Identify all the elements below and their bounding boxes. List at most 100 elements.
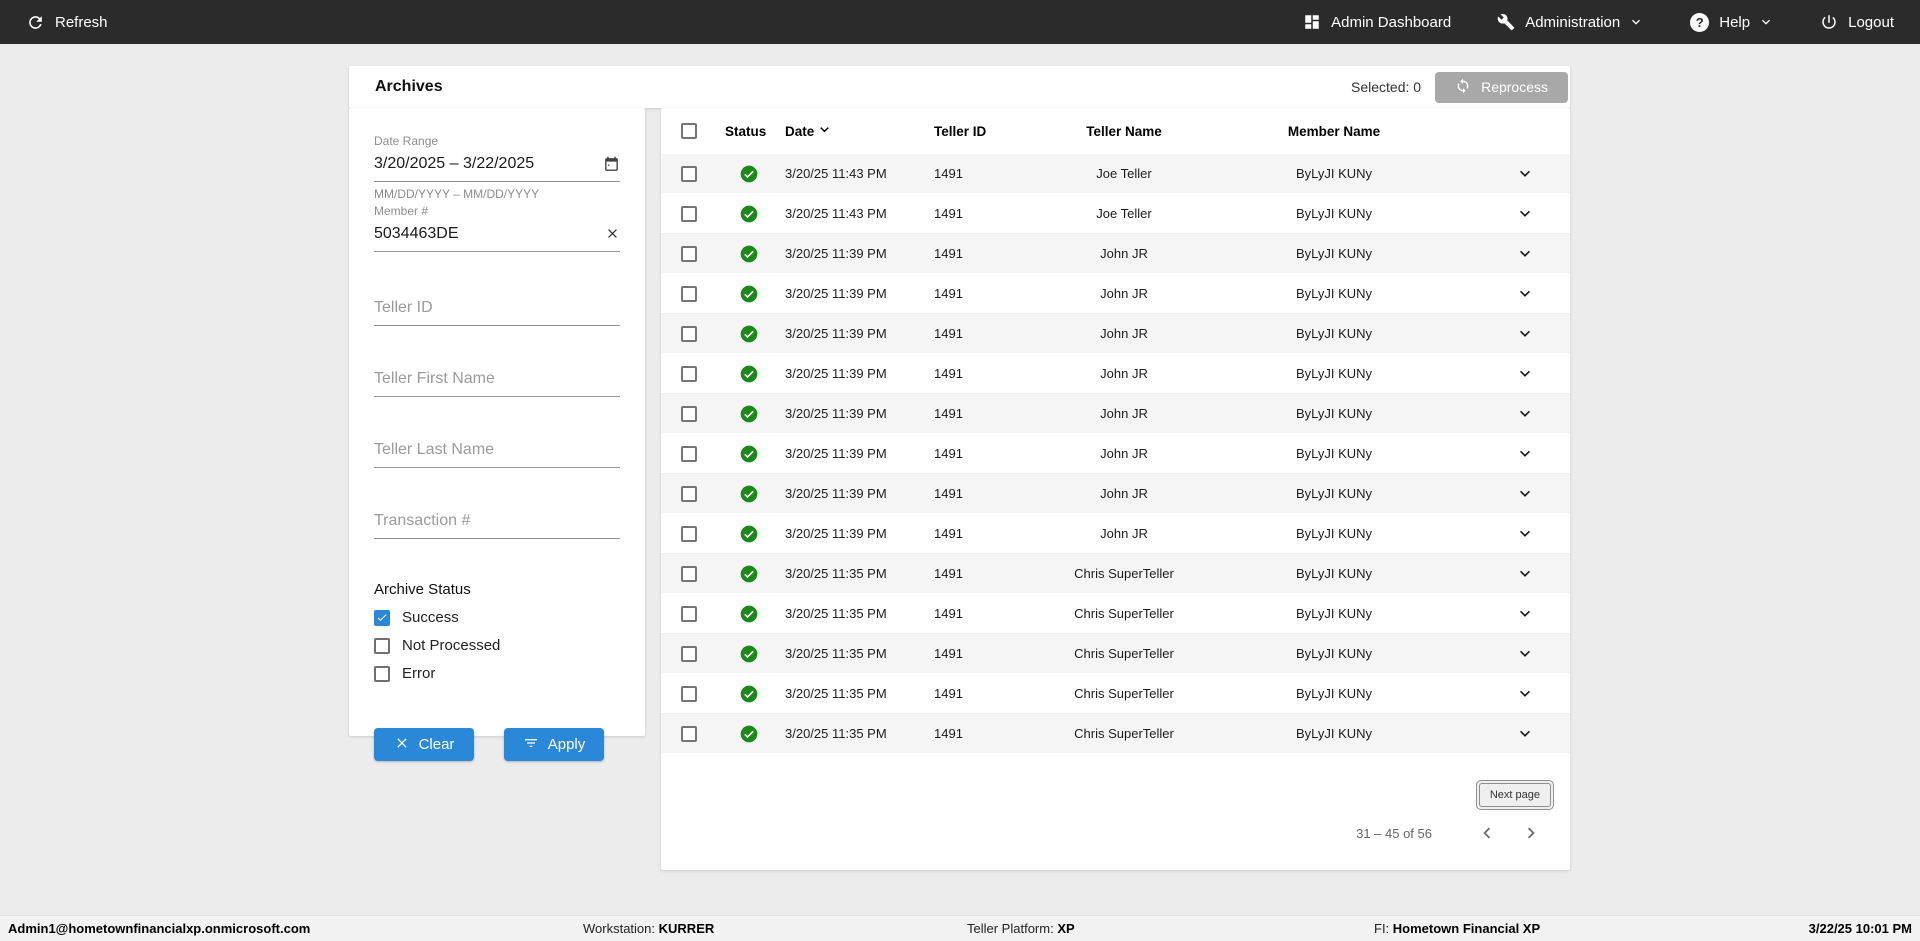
cell-teller-id: 1491 (934, 286, 963, 301)
apply-button[interactable]: Apply (504, 728, 604, 761)
expand-row-chevron-icon[interactable] (1490, 444, 1560, 464)
row-checkbox[interactable] (681, 645, 697, 662)
expand-row-chevron-icon[interactable] (1490, 684, 1560, 704)
row-checkbox[interactable] (681, 325, 697, 342)
cell-teller-id: 1491 (934, 526, 963, 541)
date-range-input[interactable] (374, 155, 620, 173)
clear-button[interactable]: Clear (374, 728, 474, 761)
status-success-icon (725, 324, 785, 344)
row-checkbox[interactable] (681, 685, 697, 702)
expand-row-chevron-icon[interactable] (1490, 324, 1560, 344)
cell-teller-id: 1491 (934, 606, 963, 621)
administration-menu[interactable]: Administration (1497, 13, 1644, 31)
date-range-helper: MM/DD/YYYY – MM/DD/YYYY (374, 187, 540, 201)
teller-first-name-input[interactable] (374, 370, 620, 388)
table-row: 3/20/25 11:39 PM 1491 John JR ByLyJI KUN… (661, 434, 1570, 474)
expand-row-chevron-icon[interactable] (1490, 564, 1560, 584)
column-header-date[interactable]: Date (785, 121, 934, 141)
status-success-icon (725, 284, 785, 304)
wrench-icon (1497, 13, 1515, 31)
row-checkbox[interactable] (681, 525, 697, 542)
reprocess-button[interactable]: Reprocess (1435, 71, 1568, 103)
cell-teller-id: 1491 (934, 246, 963, 261)
row-checkbox[interactable] (681, 365, 697, 382)
status-success-icon (725, 204, 785, 224)
filter-icon (523, 735, 539, 755)
status-success-icon (725, 564, 785, 584)
column-header-status: Status (725, 123, 767, 139)
clear-member-icon[interactable] (605, 226, 620, 245)
expand-row-chevron-icon[interactable] (1490, 484, 1560, 504)
next-page-icon[interactable] (1520, 822, 1542, 844)
next-page-button[interactable]: Next page (1478, 783, 1551, 807)
table-row: 3/20/25 11:39 PM 1491 John JR ByLyJI KUN… (661, 234, 1570, 274)
status-datetime: 3/22/25 10:01 PM (1808, 921, 1912, 936)
table-row: 3/20/25 11:39 PM 1491 John JR ByLyJI KUN… (661, 314, 1570, 354)
expand-row-chevron-icon[interactable] (1490, 604, 1560, 624)
cell-member-name: ByLyJI KUNy (1295, 206, 1373, 221)
status-success-icon (725, 484, 785, 504)
row-checkbox[interactable] (681, 165, 697, 182)
cell-teller-name: Joe Teller (1096, 206, 1152, 221)
row-checkbox[interactable] (681, 485, 697, 502)
transaction-input[interactable] (374, 512, 620, 530)
cell-teller-name: John JR (1100, 366, 1148, 381)
expand-row-chevron-icon[interactable] (1490, 644, 1560, 664)
expand-row-chevron-icon[interactable] (1490, 364, 1560, 384)
cell-teller-name: John JR (1100, 446, 1148, 461)
logout-button[interactable]: Logout (1820, 13, 1894, 31)
cell-date: 3/20/25 11:43 PM (785, 206, 887, 221)
sync-icon (1455, 78, 1471, 97)
refresh-button[interactable]: Refresh (26, 13, 108, 32)
row-checkbox[interactable] (681, 565, 697, 582)
cell-teller-id: 1491 (934, 566, 963, 581)
calendar-icon[interactable] (603, 156, 620, 177)
archive-status-checkbox[interactable]: Success (374, 609, 620, 626)
row-checkbox[interactable] (681, 285, 697, 302)
cell-teller-id: 1491 (934, 406, 963, 421)
status-success-icon (725, 164, 785, 184)
top-bar: Refresh Admin Dashboard Administration ?… (0, 0, 1920, 44)
cell-teller-id: 1491 (934, 686, 963, 701)
row-checkbox[interactable] (681, 445, 697, 462)
cell-member-name: ByLyJI KUNy (1295, 686, 1373, 701)
transaction-field (374, 505, 620, 539)
previous-page-icon[interactable] (1476, 822, 1498, 844)
teller-platform-status: Teller Platform: XP (967, 921, 1075, 936)
expand-row-chevron-icon[interactable] (1490, 284, 1560, 304)
archive-status-checkbox[interactable]: Error (374, 665, 620, 682)
cell-member-name: ByLyJI KUNy (1295, 446, 1373, 461)
expand-row-chevron-icon[interactable] (1490, 724, 1560, 744)
expand-row-chevron-icon[interactable] (1490, 404, 1560, 424)
expand-row-chevron-icon[interactable] (1490, 244, 1560, 264)
filter-panel: Date Range MM/DD/YYYY – MM/DD/YYYY Membe… (349, 108, 645, 761)
row-checkbox[interactable] (681, 405, 697, 422)
help-menu[interactable]: ? Help (1690, 12, 1774, 32)
cell-teller-id: 1491 (934, 326, 963, 341)
expand-row-chevron-icon[interactable] (1490, 204, 1560, 224)
refresh-icon (26, 13, 45, 32)
status-success-icon (725, 724, 785, 744)
row-checkbox[interactable] (681, 245, 697, 262)
cell-teller-name: Chris SuperTeller (1074, 686, 1174, 701)
cell-date: 3/20/25 11:35 PM (785, 646, 887, 661)
teller-last-name-input[interactable] (374, 441, 620, 459)
select-all-checkbox[interactable] (681, 123, 697, 139)
archive-status-checkbox[interactable]: Not Processed (374, 637, 620, 654)
teller-last-name-field (374, 434, 620, 468)
cell-date: 3/20/25 11:35 PM (785, 606, 887, 621)
row-checkbox[interactable] (681, 725, 697, 742)
admin-dashboard-button[interactable]: Admin Dashboard (1303, 13, 1451, 31)
expand-row-chevron-icon[interactable] (1490, 524, 1560, 544)
cell-date: 3/20/25 11:35 PM (785, 726, 887, 741)
teller-id-input[interactable] (374, 299, 620, 317)
row-checkbox[interactable] (681, 205, 697, 222)
member-input[interactable] (374, 225, 620, 243)
cell-date: 3/20/25 11:39 PM (785, 246, 887, 261)
row-checkbox[interactable] (681, 605, 697, 622)
expand-row-chevron-icon[interactable] (1490, 164, 1560, 184)
cell-member-name: ByLyJI KUNy (1295, 246, 1373, 261)
teller-first-name-field (374, 363, 620, 397)
cell-date: 3/20/25 11:43 PM (785, 166, 887, 181)
checkbox-icon (374, 665, 390, 682)
